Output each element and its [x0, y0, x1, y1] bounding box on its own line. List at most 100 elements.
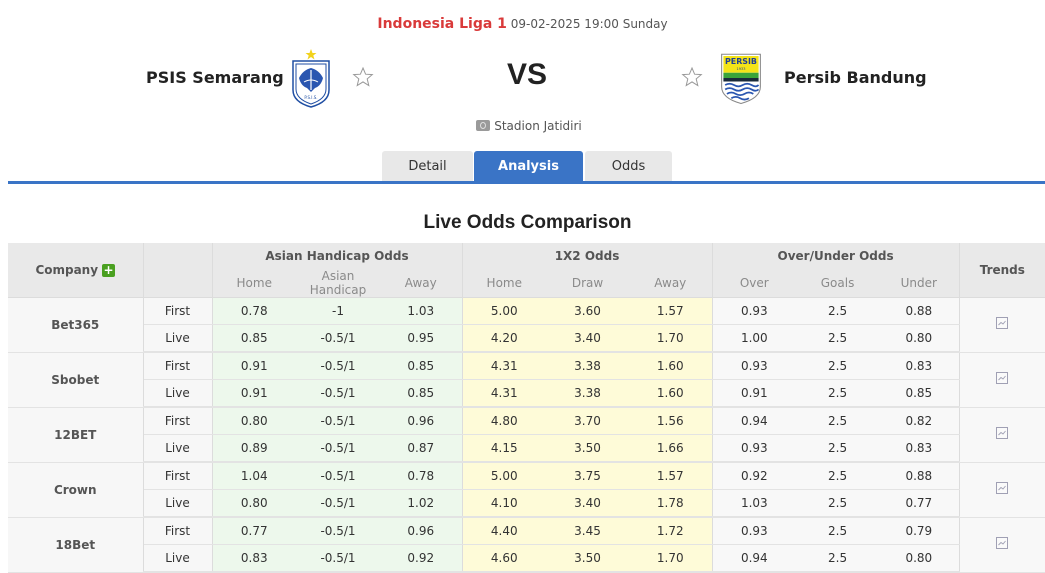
ah-home-odds: 0.80 — [212, 489, 296, 518]
ou-under-subheader: Under — [879, 269, 960, 298]
x12-home-odds: 4.40 — [462, 517, 547, 545]
ah-away-odds: 0.85 — [380, 352, 463, 380]
league-line: Indonesia Liga 1 09-02-2025 19:00 Sunday — [0, 16, 1045, 32]
ah-away-odds: 0.96 — [380, 407, 463, 435]
ou-under-odds: 0.88 — [879, 297, 960, 325]
ah-home-odds: 1.04 — [212, 462, 296, 490]
odds-row-first: 12BET First 0.80 -0.5/1 0.96 4.80 3.70 1.56 0.94… — [8, 407, 1045, 463]
odds-comparison-table: Company + Asian Handicap Odds 1X2 Odds Ov… — [8, 243, 1045, 573]
asian-handicap-header: Asian Handicap Odds — [212, 243, 463, 269]
x12-draw-odds: 3.40 — [546, 489, 630, 518]
odds-row-first: Sbobet First 0.91 -0.5/1 0.85 4.31 3.38 1.60 0.9… — [8, 352, 1045, 408]
odds-type: First — [143, 352, 213, 380]
trend-chart-icon[interactable] — [996, 427, 1009, 439]
trend-chart-icon[interactable] — [996, 372, 1009, 384]
ah-away-odds: 0.87 — [380, 434, 463, 463]
ou-over-odds: 0.93 — [712, 517, 797, 545]
tab-analysis[interactable]: Analysis — [474, 151, 583, 182]
odds-row-live: Live 0.91 -0.5/1 0.85 4.31 3.38 1.60 0.91 2.5 0.8… — [8, 379, 1045, 408]
ah-home-odds: 0.83 — [212, 544, 296, 573]
x12-draw-odds: 3.50 — [546, 434, 630, 463]
x12-draw-odds: 3.75 — [546, 462, 630, 490]
odds-row-live: Live 0.85 -0.5/1 0.95 4.20 3.40 1.70 1.00 2.5 0.8… — [8, 324, 1045, 353]
ou-goals: 2.5 — [796, 489, 880, 518]
ah-home-odds: 0.78 — [212, 297, 296, 325]
odds-type: First — [143, 462, 213, 490]
trends-cell — [958, 297, 1045, 353]
home-team-name[interactable]: PSIS Semarang — [146, 68, 284, 87]
ou-over-odds: 0.91 — [712, 379, 797, 408]
ah-away-subheader: Away — [380, 269, 463, 298]
ah-home-odds: 0.91 — [212, 352, 296, 380]
favorite-away-star-icon[interactable] — [681, 66, 703, 88]
ah-away-odds: 1.02 — [380, 489, 463, 518]
ah-home-odds: 0.85 — [212, 324, 296, 353]
tab-detail[interactable]: Detail — [382, 151, 473, 182]
x12-home-odds: 4.31 — [462, 352, 547, 380]
tab-odds[interactable]: Odds — [585, 151, 672, 182]
venue: Stadion Jatidiri — [0, 119, 1045, 133]
x12-away-odds: 1.66 — [629, 434, 713, 463]
company-name[interactable]: Crown — [8, 462, 144, 518]
trend-chart-icon[interactable] — [996, 537, 1009, 549]
trends-cell — [958, 517, 1045, 573]
odds-row-live: Live 0.80 -0.5/1 1.02 4.10 3.40 1.78 1.03 2.5 0.7… — [8, 489, 1045, 518]
company-name[interactable]: 18Bet — [8, 517, 144, 573]
ou-goals-subheader: Goals — [796, 269, 880, 298]
ou-over-subheader: Over — [712, 269, 797, 298]
ou-goals: 2.5 — [796, 462, 880, 490]
favorite-home-star-icon[interactable] — [352, 66, 374, 88]
ou-over-odds: 0.92 — [712, 462, 797, 490]
ou-goals: 2.5 — [796, 352, 880, 380]
x12-draw-odds: 3.38 — [546, 379, 630, 408]
x12-draw-odds: 3.45 — [546, 517, 630, 545]
ah-away-odds: 0.92 — [380, 544, 463, 573]
ou-under-odds: 0.85 — [879, 379, 960, 408]
svg-text:1933: 1933 — [737, 67, 746, 71]
section-title: Live Odds Comparison — [423, 212, 632, 233]
ah-away-odds: 0.96 — [380, 517, 463, 545]
x12-draw-subheader: Draw — [546, 269, 630, 298]
ou-under-odds: 0.83 — [879, 434, 960, 463]
odds-type: Live — [143, 489, 213, 518]
ou-goals: 2.5 — [796, 297, 880, 325]
ah-home-odds: 0.77 — [212, 517, 296, 545]
ou-under-odds: 0.88 — [879, 462, 960, 490]
company-name[interactable]: 12BET — [8, 407, 144, 463]
odds-type: First — [143, 517, 213, 545]
versus-label: VS — [506, 58, 548, 91]
trend-chart-icon[interactable] — [996, 482, 1009, 494]
ou-goals: 2.5 — [796, 544, 880, 573]
x12-home-odds: 4.80 — [462, 407, 547, 435]
home-team-crest-icon: P.S.I.S. — [292, 49, 330, 108]
match-header: Indonesia Liga 1 09-02-2025 19:00 Sunday… — [0, 0, 1045, 185]
odds-row-first: 18Bet First 0.77 -0.5/1 0.96 4.40 3.45 1.72 0.93… — [8, 517, 1045, 573]
trends-cell — [958, 407, 1045, 463]
x12-draw-odds: 3.60 — [546, 297, 630, 325]
ah-handicap: -0.5/1 — [296, 517, 380, 545]
ah-handicap: -1 — [296, 297, 380, 325]
match-datetime: 09-02-2025 19:00 Sunday — [510, 17, 668, 31]
x12-home-odds: 4.20 — [462, 324, 547, 353]
x12-home-subheader: Home — [462, 269, 547, 298]
x12-home-odds: 4.31 — [462, 379, 547, 408]
league-name[interactable]: Indonesia Liga 1 — [377, 16, 507, 32]
trends-cell — [958, 462, 1045, 518]
trend-chart-icon[interactable] — [996, 317, 1009, 330]
ah-home-odds: 0.89 — [212, 434, 296, 463]
company-name[interactable]: Sbobet — [8, 352, 144, 408]
table-header-row: Company + Asian Handicap Odds 1X2 Odds Ov… — [8, 243, 1045, 298]
company-name[interactable]: Bet365 — [8, 297, 144, 353]
table-subheader-row: Home Asian Handicap Away Home Draw Away … — [8, 269, 1045, 298]
away-team-crest-icon: PERSIB 1933 — [721, 53, 761, 105]
ah-away-odds: 0.78 — [380, 462, 463, 490]
ou-under-odds: 0.83 — [879, 352, 960, 380]
add-company-plus-icon[interactable]: + — [102, 263, 116, 277]
x12-draw-odds: 3.70 — [546, 407, 630, 435]
ah-handicap: -0.5/1 — [296, 489, 380, 518]
x12-away-odds: 1.60 — [629, 379, 713, 408]
x12-away-subheader: Away — [629, 269, 713, 298]
stadium-icon — [476, 120, 491, 131]
ah-handicap: -0.5/1 — [296, 352, 380, 380]
away-team-name[interactable]: Persib Bandung — [784, 68, 927, 87]
